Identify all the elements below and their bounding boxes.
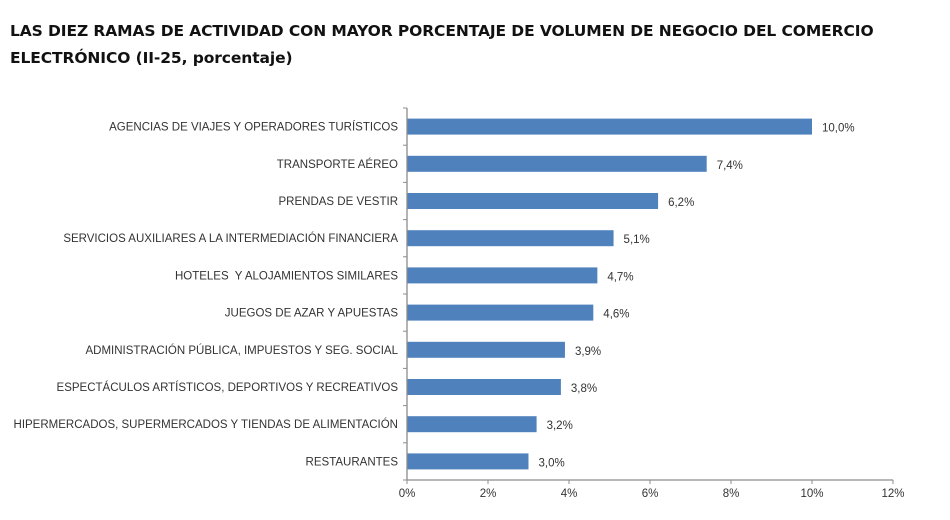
category-label: AGENCIAS DE VIAJES Y OPERADORES TURÍSTIC…: [109, 121, 398, 134]
bar: [407, 155, 707, 172]
bar: [407, 341, 565, 358]
chart-title: LAS DIEZ RAMAS DE ACTIVIDAD CON MAYOR PO…: [10, 18, 910, 72]
x-tick-label: 4%: [561, 488, 578, 500]
x-tick-label: 0%: [399, 488, 416, 500]
data-label: 4,7%: [607, 271, 633, 283]
data-label: 3,9%: [575, 346, 601, 358]
bar: [407, 453, 529, 470]
axes-group: [403, 107, 894, 484]
data-label: 4,6%: [603, 309, 629, 321]
bar: [407, 379, 561, 395]
category-label: ADMINISTRACIÓN PÚBLICA, IMPUESTOS Y SEG.…: [86, 344, 399, 357]
labels-group: AGENCIAS DE VIAJES Y OPERADORES TURÍSTIC…: [14, 121, 905, 500]
category-label: TRANSPORTE AÉREO: [277, 158, 398, 171]
chart-title-line-1: LAS DIEZ RAMAS DE ACTIVIDAD CON MAYOR PO…: [10, 22, 874, 40]
data-label: 6,2%: [668, 197, 694, 209]
chart-title-line-2: ELECTRÓNICO (II-25, porcentaje): [10, 49, 293, 67]
x-tick-label: 2%: [480, 488, 497, 500]
bar: [407, 230, 614, 247]
category-label: RESTAURANTES: [306, 456, 399, 468]
bar: [407, 118, 812, 135]
category-label: ESPECTÁCULOS ARTÍSTICOS, DEPORTIVOS Y RE…: [57, 381, 399, 394]
data-label: 3,8%: [571, 383, 597, 395]
x-tick-label: 12%: [881, 488, 904, 500]
bars-group: [407, 118, 812, 470]
category-label: PRENDAS DE VESTIR: [279, 196, 399, 208]
data-label: 7,4%: [717, 160, 743, 172]
category-label: JUEGOS DE AZAR Y APUESTAS: [225, 308, 399, 320]
bar: [407, 267, 598, 284]
x-tick-label: 10%: [800, 488, 823, 500]
bar: [407, 416, 537, 433]
bar: [407, 193, 659, 209]
category-label: HOTELES Y ALOJAMIENTOS SIMILARES: [175, 270, 398, 282]
x-tick-label: 8%: [723, 488, 740, 500]
bar: [407, 304, 594, 321]
data-label: 5,1%: [624, 234, 650, 246]
data-label: 3,2%: [547, 420, 573, 432]
x-tick-label: 6%: [642, 488, 659, 500]
data-label: 10,0%: [822, 123, 855, 135]
data-label: 3,0%: [539, 457, 565, 469]
category-label: SERVICIOS AUXILIARES A LA INTERMEDIACIÓN…: [63, 232, 398, 245]
category-label: HIPERMERCADOS, SUPERMERCADOS Y TIENDAS D…: [14, 418, 398, 431]
